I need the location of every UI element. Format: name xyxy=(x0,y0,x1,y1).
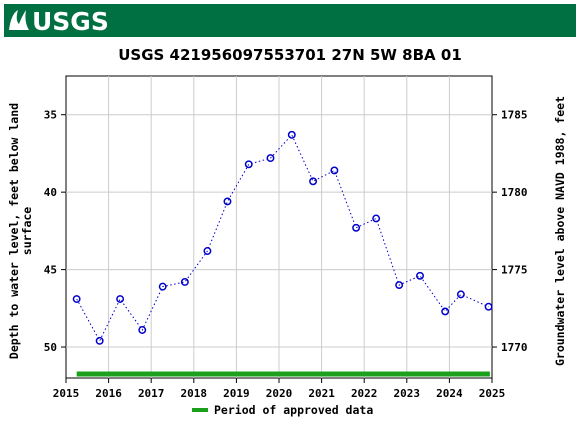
y-tick-label-left: 50 xyxy=(44,341,57,354)
x-tick-label: 2015 xyxy=(53,387,80,400)
x-tick-label: 2020 xyxy=(266,387,293,400)
usgs-logo-text: USGS xyxy=(32,7,109,35)
x-tick-label: 2018 xyxy=(181,387,208,400)
data-point xyxy=(309,177,318,186)
y-axis-left: 35 40 45 50 xyxy=(44,109,66,354)
x-tick-label: 2024 xyxy=(436,387,463,400)
x-tick-label: 2017 xyxy=(138,387,165,400)
x-tick-label: 2023 xyxy=(394,387,421,400)
data-point xyxy=(116,295,125,303)
data-point xyxy=(484,302,493,311)
usgs-banner: USGS xyxy=(4,4,576,37)
data-point xyxy=(330,166,339,175)
y-tick-label-right: 1775 xyxy=(501,264,528,277)
data-point xyxy=(180,278,189,286)
data-point xyxy=(352,223,361,232)
data-series xyxy=(72,130,493,345)
y-tick-label-right: 1770 xyxy=(501,341,528,354)
data-point xyxy=(138,326,147,334)
y-tick-label-left: 45 xyxy=(44,264,57,277)
y-axis-right-label: Groundwater level above NAVD 1988, feet xyxy=(553,96,567,366)
data-point xyxy=(95,336,104,345)
y-tick-label-right: 1785 xyxy=(501,109,528,122)
data-point xyxy=(456,290,465,299)
y-tick-label-left: 40 xyxy=(44,186,57,199)
data-point xyxy=(158,282,167,291)
legend: Period of approved data xyxy=(192,403,373,417)
usgs-logo: USGS xyxy=(9,7,109,35)
y-tick-label-right: 1780 xyxy=(501,186,528,199)
data-point xyxy=(441,307,450,316)
x-tick-label: 2022 xyxy=(351,387,378,400)
x-tick-label: 2021 xyxy=(308,387,335,400)
grid-lines xyxy=(66,76,492,378)
data-point xyxy=(372,214,381,223)
data-point xyxy=(203,247,212,255)
x-axis: 2015 2016 2017 2018 2019 2020 2021 2022 2023 2024… xyxy=(53,378,506,400)
data-point xyxy=(244,160,253,169)
y-tick-label-left: 35 xyxy=(44,109,57,122)
data-point xyxy=(72,295,81,303)
x-tick-label: 2016 xyxy=(95,387,122,400)
legend-label: Period of approved data xyxy=(214,403,373,417)
data-point xyxy=(416,271,424,280)
data-point xyxy=(395,281,404,290)
data-point xyxy=(266,154,275,163)
x-tick-label: 2019 xyxy=(223,387,250,400)
usgs-wave-icon xyxy=(9,10,29,30)
series-line xyxy=(76,134,489,342)
chart-title: USGS 421956097553701 27N 5W 8BA 01 xyxy=(118,46,462,64)
y-axis-left-label-line1: Depth to water level, feet below land xyxy=(7,103,21,359)
data-point xyxy=(287,130,296,139)
x-tick-label: 2025 xyxy=(479,387,506,400)
y-axis-right: 1785 1780 1775 1770 xyxy=(492,109,528,354)
y-axis-left-label-line2: surface xyxy=(20,207,34,256)
data-point xyxy=(223,197,232,206)
